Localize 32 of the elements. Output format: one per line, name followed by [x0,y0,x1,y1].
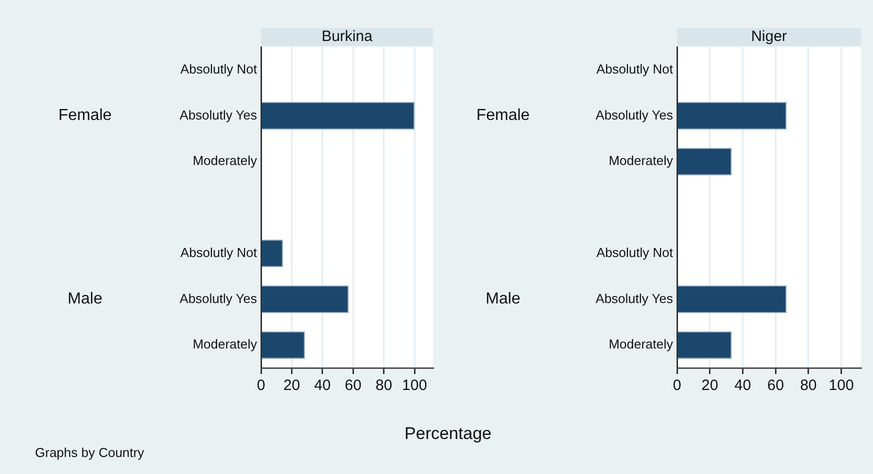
x-tick-label: 20 [283,377,300,394]
x-tick-label: 0 [672,377,682,394]
y-tick-label: Absolutly Not [596,62,674,77]
text: Female [476,107,530,124]
x-tick-label: 60 [767,377,784,394]
text: Graphs by Country [35,445,144,460]
text: Male [68,290,102,308]
x-tick-label: 80 [800,377,817,394]
y-tick-label: Absolutly Not [180,62,258,77]
y-tick-label: Absolutly Not [180,244,258,260]
y-tick-label: Absolutly Yes [596,107,674,122]
y-tick-label: Moderately [192,153,258,168]
x-tick-label: 60 [344,377,362,394]
text: Female [58,107,112,124]
chart-title: Niger [751,28,787,46]
y-tick-label: Absolutly Yes [180,290,258,306]
x-tick-label: 80 [376,377,392,394]
x-tick-label: 100 [828,377,854,394]
y-tick-label: Moderately [608,153,674,168]
y-tick-label: Moderately [608,336,674,352]
y-tick-label: Absolutly Yes [596,290,674,306]
y-tick-label: Moderately [192,336,258,352]
x-tick-label: 40 [314,377,331,394]
x-tick-label: 100 [402,377,428,394]
y-tick-label: Absolutly Yes [180,107,258,122]
x-tick-label: 40 [734,377,752,394]
x-tick-label: 0 [256,377,266,394]
y-tick-label: Absolutly Not [596,244,674,260]
chart-title: Burkina [322,28,374,46]
x-axis-title: Percentage [404,424,492,444]
x-tick-label: 20 [702,377,718,394]
text: Male [486,290,520,308]
